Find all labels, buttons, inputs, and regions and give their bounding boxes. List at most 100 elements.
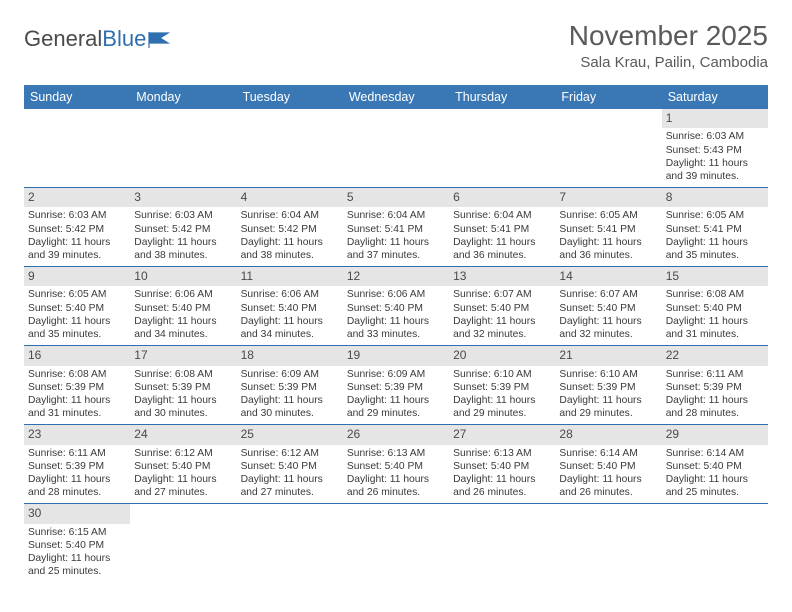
sunrise-line: Sunrise: 6:07 AM [559, 288, 657, 301]
calendar-row: 16Sunrise: 6:08 AMSunset: 5:39 PMDayligh… [24, 346, 768, 425]
daylight-line: Daylight: 11 hours and 26 minutes. [347, 473, 445, 499]
sunrise-line: Sunrise: 6:11 AM [666, 368, 764, 381]
sunset-line: Sunset: 5:40 PM [347, 302, 445, 315]
weekday-row: SundayMondayTuesdayWednesdayThursdayFrid… [24, 85, 768, 109]
day-details: Sunrise: 6:06 AMSunset: 5:40 PMDaylight:… [241, 288, 339, 341]
calendar-day: 6Sunrise: 6:04 AMSunset: 5:41 PMDaylight… [449, 188, 555, 267]
sunset-line: Sunset: 5:40 PM [453, 302, 551, 315]
sunrise-line: Sunrise: 6:06 AM [134, 288, 232, 301]
sunset-line: Sunset: 5:40 PM [666, 302, 764, 315]
calendar-empty: . [130, 504, 236, 583]
day-number: 19 [343, 346, 449, 365]
sunrise-line: Sunrise: 6:03 AM [134, 209, 232, 222]
day-details: Sunrise: 6:04 AMSunset: 5:42 PMDaylight:… [241, 209, 339, 262]
sunset-line: Sunset: 5:40 PM [666, 460, 764, 473]
brand-part2: Blue [102, 26, 146, 52]
weekday-header: Saturday [662, 85, 768, 109]
weekday-header: Thursday [449, 85, 555, 109]
day-number: 28 [555, 425, 661, 444]
day-details: Sunrise: 6:07 AMSunset: 5:40 PMDaylight:… [559, 288, 657, 341]
calendar-day: 23 Sunrise: 6:11 AMSunset: 5:39 PMDayligh… [24, 425, 130, 504]
day-number: 12 [343, 267, 449, 286]
daylight-line: Daylight: 11 hours and 29 minutes. [347, 394, 445, 420]
daylight-line: Daylight: 11 hours and 30 minutes. [134, 394, 232, 420]
calendar-empty: . [237, 109, 343, 188]
calendar-day: 19 Sunrise: 6:09 AMSunset: 5:39 PMDayligh… [343, 346, 449, 425]
daylight-line: Daylight: 11 hours and 28 minutes. [28, 473, 126, 499]
day-details: Sunrise: 6:11 AMSunset: 5:39 PMDaylight:… [28, 447, 126, 500]
calendar-empty: . [343, 109, 449, 188]
calendar-row: 30Sunrise: 6:15 AMSunset: 5:40 PMDayligh… [24, 504, 768, 583]
calendar-day: 14Sunrise: 6:07 AMSunset: 5:40 PMDayligh… [555, 267, 661, 346]
sunrise-line: Sunrise: 6:04 AM [241, 209, 339, 222]
calendar-day: 30Sunrise: 6:15 AMSunset: 5:40 PMDayligh… [24, 504, 130, 583]
calendar-day: 20Sunrise: 6:10 AMSunset: 5:39 PMDayligh… [449, 346, 555, 425]
sunset-line: Sunset: 5:40 PM [241, 302, 339, 315]
sunrise-line: Sunrise: 6:05 AM [28, 288, 126, 301]
sunset-line: Sunset: 5:40 PM [559, 460, 657, 473]
day-details: Sunrise: 6:14 AMSunset: 5:40 PMDaylight:… [559, 447, 657, 500]
sunset-line: Sunset: 5:40 PM [134, 460, 232, 473]
calendar-day: 8Sunrise: 6:05 AMSunset: 5:41 PMDaylight… [662, 188, 768, 267]
day-details: Sunrise: 6:08 AMSunset: 5:39 PMDaylight:… [134, 368, 232, 421]
sunset-line: Sunset: 5:40 PM [453, 460, 551, 473]
day-number: 15 [662, 267, 768, 286]
daylight-line: Daylight: 11 hours and 38 minutes. [241, 236, 339, 262]
daylight-line: Daylight: 11 hours and 34 minutes. [134, 315, 232, 341]
day-number: 29 [662, 425, 768, 444]
day-details: Sunrise: 6:09 AMSunset: 5:39 PMDaylight:… [347, 368, 445, 421]
day-number: 13 [449, 267, 555, 286]
calendar-day: 17Sunrise: 6:08 AMSunset: 5:39 PMDayligh… [130, 346, 236, 425]
daylight-line: Daylight: 11 hours and 36 minutes. [453, 236, 551, 262]
day-details: Sunrise: 6:07 AMSunset: 5:40 PMDaylight:… [453, 288, 551, 341]
daylight-line: Daylight: 11 hours and 36 minutes. [559, 236, 657, 262]
day-details: Sunrise: 6:12 AMSunset: 5:40 PMDaylight:… [134, 447, 232, 500]
day-number: 24 [130, 425, 236, 444]
calendar-row: 23 Sunrise: 6:11 AMSunset: 5:39 PMDayligh… [24, 425, 768, 504]
daylight-line: Daylight: 11 hours and 28 minutes. [666, 394, 764, 420]
day-number: 27 [449, 425, 555, 444]
calendar-day: 16Sunrise: 6:08 AMSunset: 5:39 PMDayligh… [24, 346, 130, 425]
day-details: Sunrise: 6:12 AMSunset: 5:40 PMDaylight:… [241, 447, 339, 500]
calendar-day: 24 Sunrise: 6:12 AMSunset: 5:40 PMDayligh… [130, 425, 236, 504]
calendar-empty: . [662, 504, 768, 583]
day-number: 1 [662, 109, 768, 128]
sunset-line: Sunset: 5:39 PM [28, 381, 126, 394]
calendar-empty: . [449, 504, 555, 583]
day-details: Sunrise: 6:03 AMSunset: 5:42 PMDaylight:… [28, 209, 126, 262]
sunset-line: Sunset: 5:39 PM [134, 381, 232, 394]
calendar-day: 26Sunrise: 6:13 AMSunset: 5:40 PMDayligh… [343, 425, 449, 504]
day-number: 8 [662, 188, 768, 207]
calendar-day: 5Sunrise: 6:04 AMSunset: 5:41 PMDaylight… [343, 188, 449, 267]
sunset-line: Sunset: 5:42 PM [241, 223, 339, 236]
day-number: 10 [130, 267, 236, 286]
day-details: Sunrise: 6:08 AMSunset: 5:40 PMDaylight:… [666, 288, 764, 341]
calendar-empty: . [555, 109, 661, 188]
daylight-line: Daylight: 11 hours and 31 minutes. [666, 315, 764, 341]
day-details: Sunrise: 6:08 AMSunset: 5:39 PMDaylight:… [28, 368, 126, 421]
sunset-line: Sunset: 5:41 PM [666, 223, 764, 236]
day-number: 3 [130, 188, 236, 207]
day-number: 21 [555, 346, 661, 365]
sunrise-line: Sunrise: 6:05 AM [559, 209, 657, 222]
sunrise-line: Sunrise: 6:08 AM [134, 368, 232, 381]
weekday-header: Friday [555, 85, 661, 109]
sunrise-line: Sunrise: 6:04 AM [453, 209, 551, 222]
calendar-empty: . [24, 109, 130, 188]
day-number: 4 [237, 188, 343, 207]
calendar-day: 4 Sunrise: 6:04 AMSunset: 5:42 PMDaylight… [237, 188, 343, 267]
daylight-line: Daylight: 11 hours and 27 minutes. [241, 473, 339, 499]
sunrise-line: Sunrise: 6:06 AM [241, 288, 339, 301]
weekday-header: Wednesday [343, 85, 449, 109]
weekday-header: Tuesday [237, 85, 343, 109]
daylight-line: Daylight: 11 hours and 30 minutes. [241, 394, 339, 420]
calendar-day: 25Sunrise: 6:12 AMSunset: 5:40 PMDayligh… [237, 425, 343, 504]
day-number: 23 [24, 425, 130, 444]
daylight-line: Daylight: 11 hours and 38 minutes. [134, 236, 232, 262]
daylight-line: Daylight: 11 hours and 39 minutes. [666, 157, 764, 183]
calendar-empty: . [237, 504, 343, 583]
sunrise-line: Sunrise: 6:13 AM [453, 447, 551, 460]
calendar-day: 12Sunrise: 6:06 AMSunset: 5:40 PMDayligh… [343, 267, 449, 346]
sunrise-line: Sunrise: 6:07 AM [453, 288, 551, 301]
calendar-day: 22Sunrise: 6:11 AMSunset: 5:39 PMDayligh… [662, 346, 768, 425]
